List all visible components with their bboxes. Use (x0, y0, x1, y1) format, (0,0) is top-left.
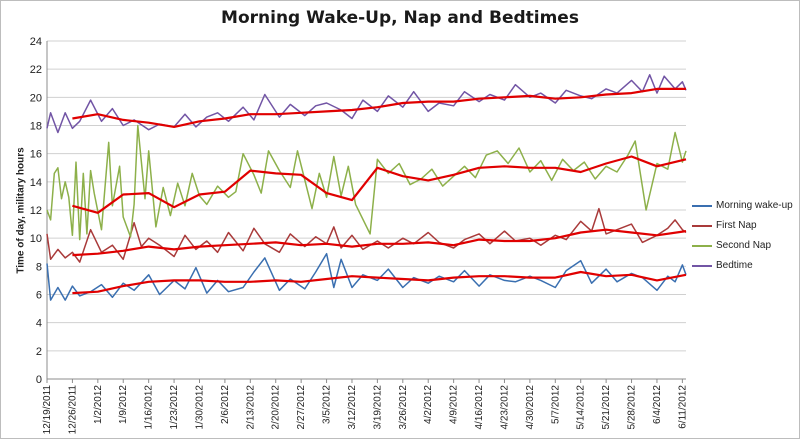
axes (46, 41, 686, 383)
x-tick-label: 1/16/2012 (144, 385, 155, 430)
legend-label-second-nap: Second Nap (716, 240, 772, 251)
y-tick-label-0: 0 (36, 374, 42, 386)
chart-title: Morning Wake-Up, Nap and Bedtimes (221, 8, 579, 28)
series-lines (46, 74, 687, 301)
x-tick-label: 12/26/2011 (67, 385, 78, 435)
x-tick-label: 3/26/2012 (398, 385, 409, 430)
series-line-bedtime (46, 74, 687, 134)
trend-line (72, 87, 686, 129)
x-tick-label: 1/9/2012 (118, 385, 129, 424)
x-tick-label: 2/27/2012 (296, 385, 307, 430)
legend-label-morning-wake-up: Morning wake-up (716, 200, 793, 211)
gridlines (47, 40, 686, 352)
x-tick-label: 5/14/2012 (576, 385, 587, 430)
x-tick-label: 6/4/2012 (652, 385, 663, 424)
series-line-second-nap (46, 124, 687, 241)
legend-swatch-morning-wake-up (692, 205, 712, 207)
x-tick-label: 5/21/2012 (601, 385, 612, 430)
legend-label-first-nap: First Nap (716, 220, 757, 231)
x-tick-label: 4/9/2012 (449, 385, 460, 424)
x-tick-label: 5/7/2012 (550, 385, 561, 424)
x-tick-label: 3/19/2012 (372, 385, 383, 430)
y-tick-label-16: 16 (30, 149, 42, 161)
y-tick-label-22: 22 (30, 64, 42, 76)
x-tick-label: 5/28/2012 (627, 385, 638, 430)
trend-line (72, 228, 687, 257)
y-tick-label-4: 4 (36, 318, 42, 330)
y-tick-label-24: 24 (30, 36, 42, 48)
y-tick-label-14: 14 (30, 177, 42, 189)
x-tick-label: 2/6/2012 (220, 385, 231, 424)
y-tick-label-2: 2 (36, 346, 42, 358)
y-tick-label-12: 12 (30, 205, 42, 217)
x-tick-label: 2/13/2012 (245, 385, 256, 430)
x-tick-label: 12/19/2011 (42, 385, 53, 435)
x-tick-label: 4/23/2012 (499, 385, 510, 430)
y-tick-label-10: 10 (30, 233, 42, 245)
x-tick-label: 4/2/2012 (423, 385, 434, 424)
x-tick-label: 1/30/2012 (194, 385, 205, 430)
x-tick-labels: 12/19/2011 12/26/2011 1/2/2012 1/9/2012 1/16… (42, 385, 688, 435)
series-line-first-nap (46, 207, 687, 263)
y-tick-label-6: 6 (36, 290, 42, 302)
x-tick-label: 3/5/2012 (322, 385, 333, 424)
x-tick-label: 4/16/2012 (474, 385, 485, 430)
legend-swatch-second-nap (692, 245, 712, 247)
x-tick-label: 3/12/2012 (347, 385, 358, 430)
x-tick-label: 4/30/2012 (525, 385, 536, 430)
y-tick-label-8: 8 (36, 261, 42, 273)
x-tick-label: 2/20/2012 (271, 385, 282, 430)
trend-line (72, 270, 687, 295)
y-tick-label-18: 18 (30, 121, 42, 133)
y-tick-label-20: 20 (30, 92, 42, 104)
x-tick-label: 1/2/2012 (93, 385, 104, 424)
legend-label-bedtime: Bedtime (716, 260, 753, 271)
trend-line (72, 155, 687, 214)
legend-swatch-bedtime (692, 265, 712, 267)
x-tick-label: 6/11/2012 (677, 385, 688, 429)
legend-swatch-first-nap (692, 225, 712, 227)
x-tick-label: 1/23/2012 (169, 385, 180, 430)
